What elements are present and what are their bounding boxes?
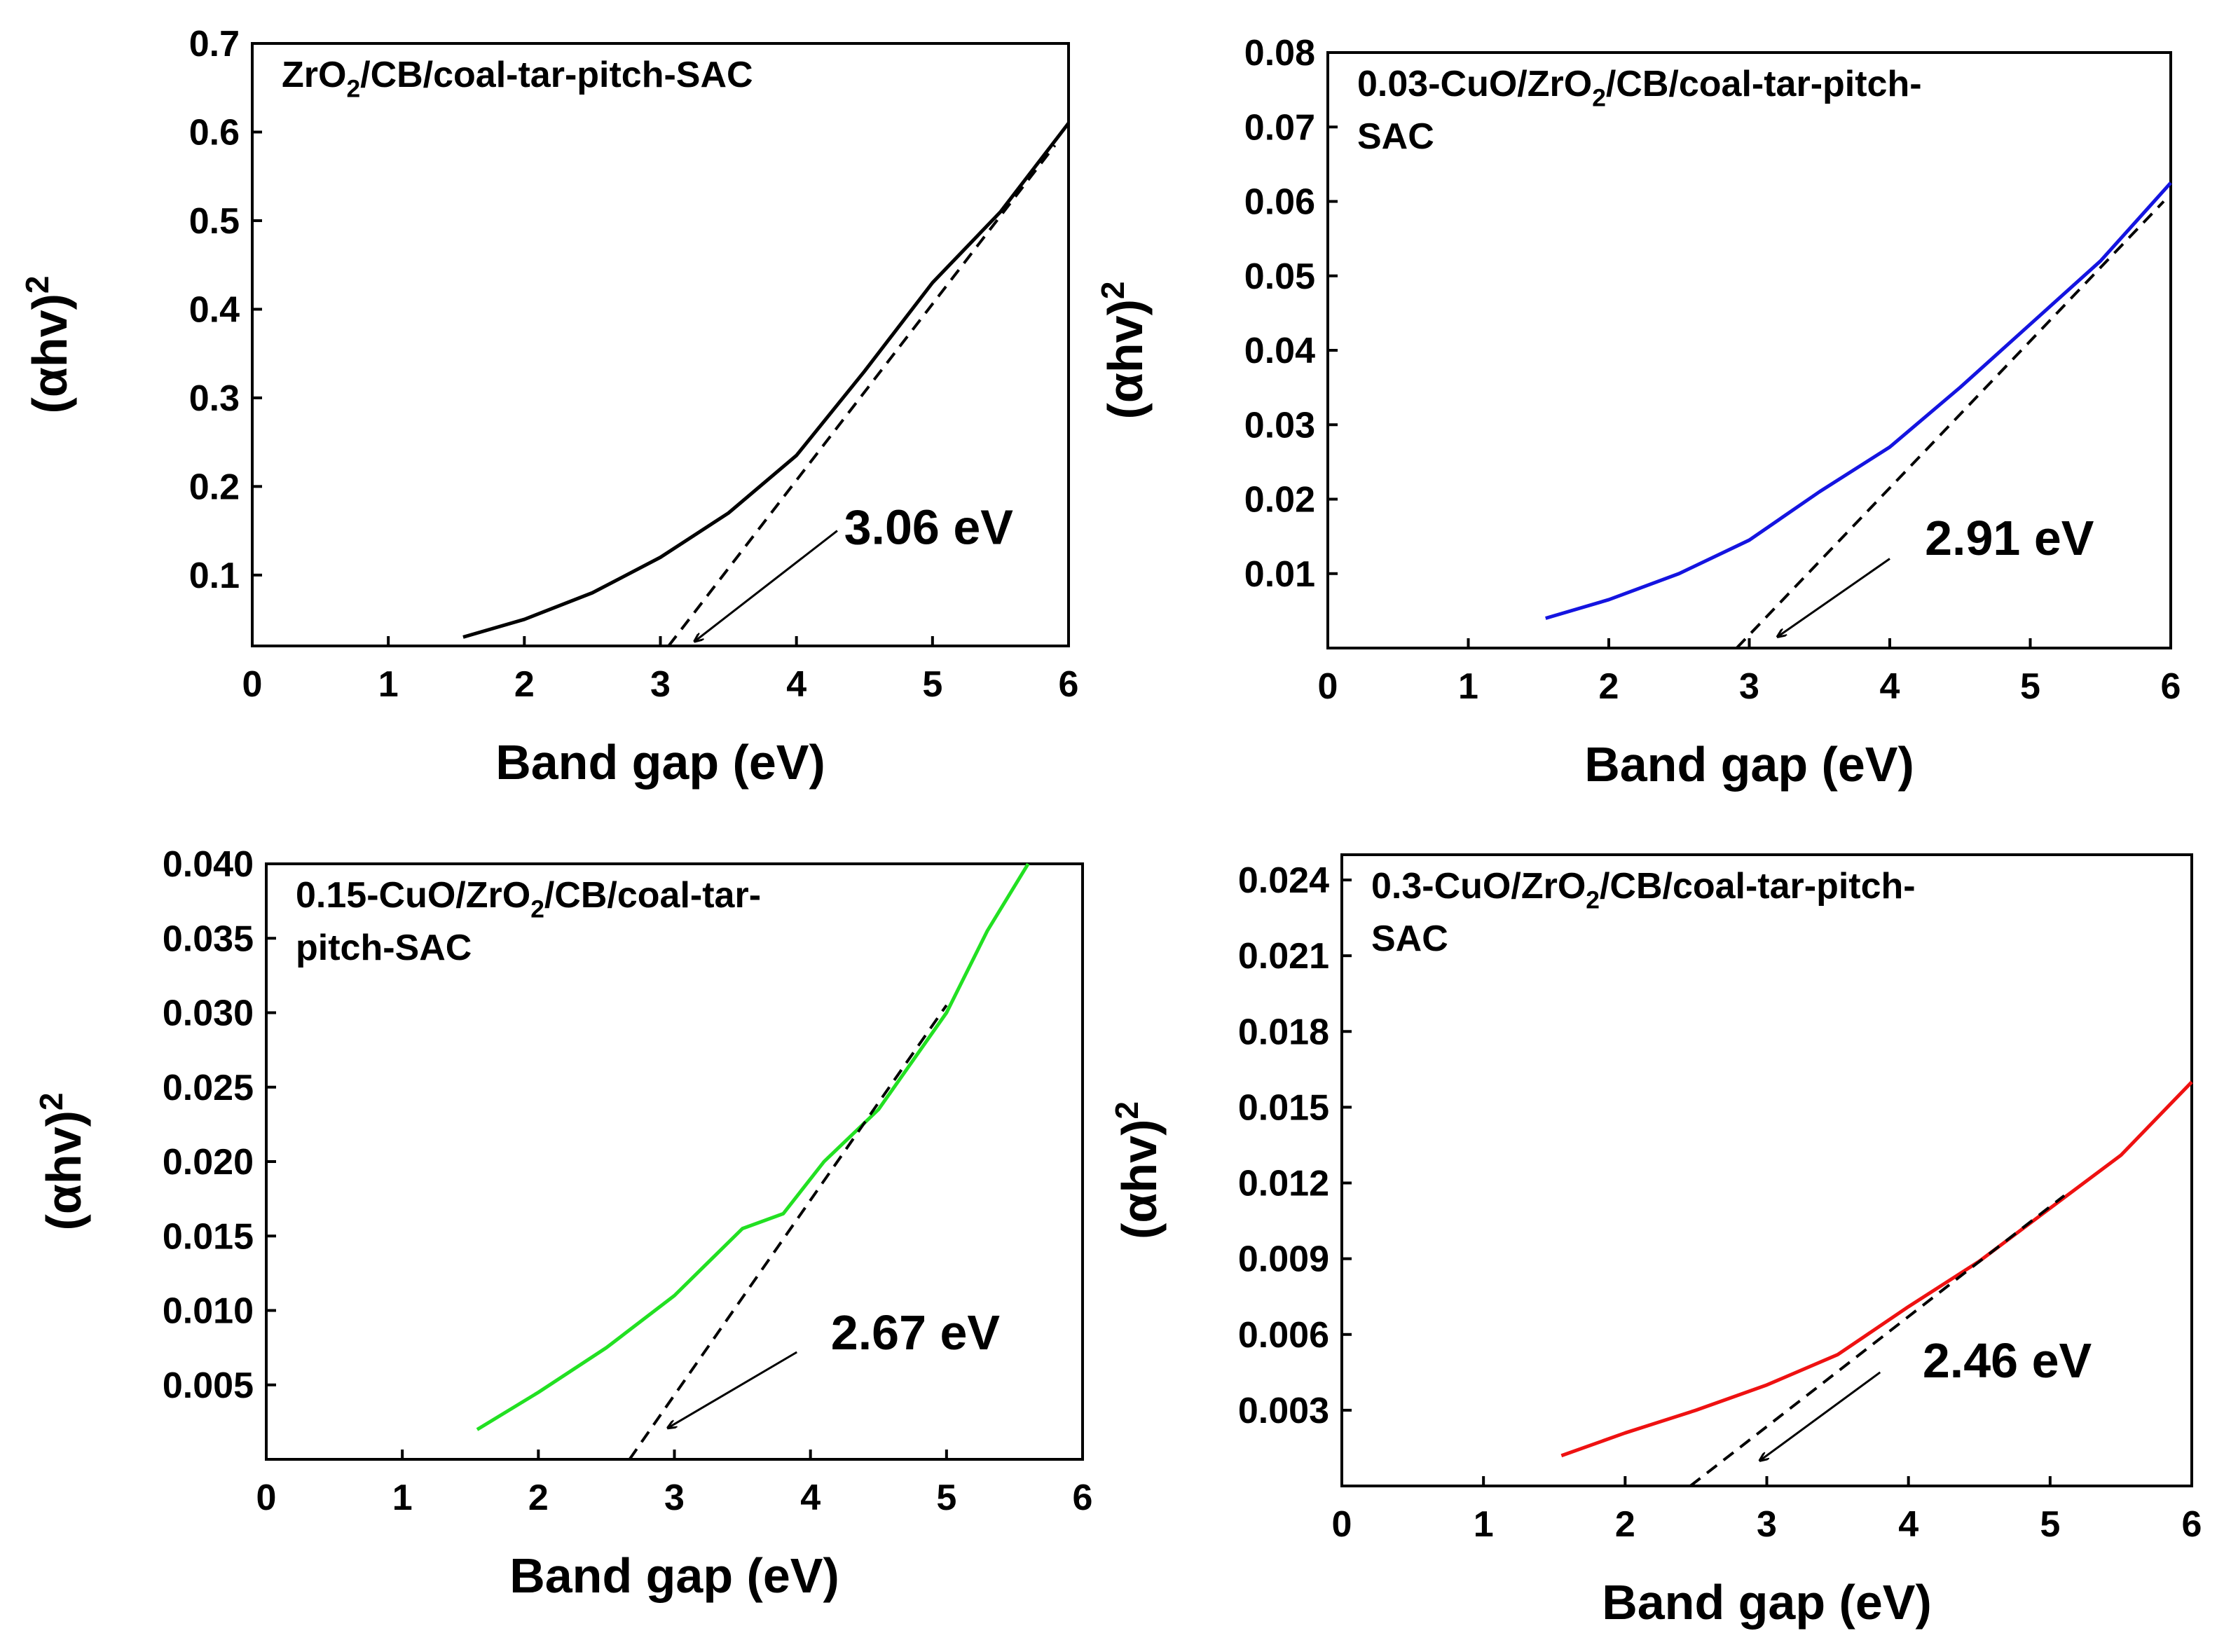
- y-tick-label: 0.04: [1244, 331, 1315, 371]
- chart-panel-cuo03: 0 1 2 3 4 5 6 0.003 0.006 0.009 0.012 0.015 0.018 0.0…: [1108, 853, 2202, 1630]
- x-tick-label: 3: [1739, 666, 1759, 707]
- x-tick-label: 1: [378, 664, 399, 705]
- y-tick-label: 0.005: [163, 1365, 254, 1406]
- x-tick-label: 0: [1332, 1504, 1352, 1545]
- tangent-fit-line: [1736, 200, 2165, 649]
- x-tick-label: 4: [1898, 1504, 1918, 1545]
- x-axis-label: Band gap (eV): [495, 735, 825, 790]
- y-tick-label: 0.6: [189, 112, 240, 153]
- y-tick-label: 0.02: [1244, 480, 1315, 521]
- x-tick-label: 3: [650, 664, 671, 705]
- x-axis-label: Band gap (eV): [1602, 1575, 1932, 1630]
- chart-title: SAC: [1371, 918, 1448, 959]
- y-tick-label: 0.015: [163, 1216, 254, 1257]
- band-gap-label: 3.06 eV: [844, 500, 1014, 555]
- x-tick-label: 1: [392, 1478, 413, 1518]
- y-axis-label: (αhv)2: [1108, 1101, 1167, 1239]
- chart-panel-zro2: 0 1 2 3 4 5 6 0.1 0.2 0.3 0.4 0.5 0.6 0.7 Band gap (eV…: [19, 24, 1078, 790]
- y-tick-label: 0.05: [1244, 256, 1315, 297]
- y-tick-label: 0.040: [163, 844, 254, 885]
- x-tick-label: 6: [2161, 666, 2181, 707]
- x-tick-label: 0: [1318, 666, 1338, 707]
- chart-title: 0.3-CuO/ZrO2/CB/coal-tar-pitch-: [1371, 866, 1916, 914]
- x-tick-label: 5: [936, 1478, 956, 1518]
- y-tick-label: 0.5: [189, 201, 240, 242]
- x-axis-label: Band gap (eV): [509, 1548, 839, 1603]
- band-gap-label: 2.67 eV: [831, 1305, 1001, 1360]
- y-tick-label: 0.021: [1238, 936, 1329, 977]
- y-tick-label: 0.3: [189, 378, 240, 419]
- annotation-arrow: [1778, 558, 1890, 638]
- band-gap-label: 2.46 eV: [1923, 1333, 2092, 1388]
- y-tick-label: 0.1: [189, 556, 240, 596]
- x-tick-label: 1: [1458, 666, 1478, 707]
- annotation-arrow: [694, 530, 838, 642]
- chart-title: 0.03-CuO/ZrO2/CB/coal-tar-pitch-: [1357, 64, 1922, 112]
- series-line: [1560, 1080, 2193, 1458]
- plot-frame: [1340, 853, 2193, 1487]
- series-line: [1545, 181, 2172, 620]
- x-tick-label: 3: [1757, 1504, 1777, 1545]
- x-tick-label: 3: [664, 1478, 685, 1518]
- chart-title: SAC: [1357, 116, 1434, 157]
- x-tick-label: 6: [2182, 1504, 2202, 1545]
- x-tick-label: 0: [242, 664, 263, 705]
- x-tick-label: 0: [256, 1478, 277, 1518]
- y-tick-label: 0.018: [1238, 1012, 1329, 1052]
- y-tick-label: 0.03: [1244, 405, 1315, 446]
- y-tick-label: 0.2: [189, 467, 240, 507]
- x-tick-label: 6: [1059, 664, 1079, 705]
- y-tick-label: 0.4: [189, 289, 240, 330]
- tangent-fit-line: [667, 144, 1057, 647]
- y-tick-label: 0.012: [1238, 1164, 1329, 1204]
- chart-title: pitch-SAC: [296, 928, 472, 968]
- y-axis-label: (αhv)2: [1094, 282, 1153, 420]
- x-tick-label: 2: [514, 664, 535, 705]
- y-tick-label: 0.030: [163, 993, 254, 1034]
- y-tick-label: 0.015: [1238, 1087, 1329, 1128]
- x-tick-label: 4: [800, 1478, 821, 1518]
- y-tick-label: 0.003: [1238, 1391, 1329, 1431]
- x-tick-label: 2: [1599, 666, 1619, 707]
- y-tick-label: 0.006: [1238, 1315, 1329, 1356]
- y-tick-label: 0.06: [1244, 182, 1315, 223]
- chart-title: 0.15-CuO/ZrO2/CB/coal-tar-: [296, 875, 761, 923]
- series-line: [476, 862, 1030, 1431]
- y-tick-label: 0.01: [1244, 554, 1315, 595]
- y-tick-label: 0.024: [1238, 860, 1329, 901]
- x-tick-label: 6: [1073, 1478, 1093, 1518]
- y-tick-label: 0.7: [189, 24, 240, 64]
- y-tick-label: 0.009: [1238, 1239, 1329, 1280]
- x-tick-label: 5: [2040, 1504, 2060, 1545]
- tangent-fit-line: [1689, 1194, 2066, 1487]
- x-tick-label: 4: [1880, 666, 1900, 707]
- y-tick-label: 0.025: [163, 1068, 254, 1108]
- annotation-arrow: [668, 1351, 798, 1428]
- x-tick-label: 5: [2020, 666, 2040, 707]
- x-tick-label: 4: [786, 664, 806, 705]
- x-tick-label: 2: [528, 1478, 549, 1518]
- band-gap-label: 2.91 eV: [1925, 511, 2094, 565]
- y-tick-label: 0.020: [163, 1142, 254, 1183]
- x-tick-label: 1: [1474, 1504, 1494, 1545]
- y-tick-label: 0.07: [1244, 107, 1315, 148]
- y-axis-label: (αhv)2: [19, 276, 77, 414]
- y-tick-label: 0.035: [163, 918, 254, 959]
- chart-panel-cuo015: 0 1 2 3 4 5 6 0.005 0.010 0.015 0.020 0.025 0.030 0.0…: [33, 844, 1092, 1603]
- tangent-fit-line: [628, 1004, 948, 1461]
- chart-title: ZrO2/CB/coal-tar-pitch-SAC: [282, 55, 753, 103]
- chart-panel-cuo003: 0 1 2 3 4 5 6 0.01 0.02 0.03 0.04 0.05 0.06 0.07 0.08 B…: [1094, 33, 2181, 792]
- annotation-arrow: [1759, 1371, 1881, 1461]
- y-tick-label: 0.010: [163, 1291, 254, 1332]
- series-line: [462, 122, 1070, 639]
- x-axis-label: Band gap (eV): [1584, 737, 1914, 792]
- y-tick-label: 0.08: [1244, 33, 1315, 74]
- x-tick-label: 2: [1615, 1504, 1635, 1545]
- x-tick-label: 5: [922, 664, 942, 705]
- y-axis-label: (αhv)2: [33, 1093, 91, 1231]
